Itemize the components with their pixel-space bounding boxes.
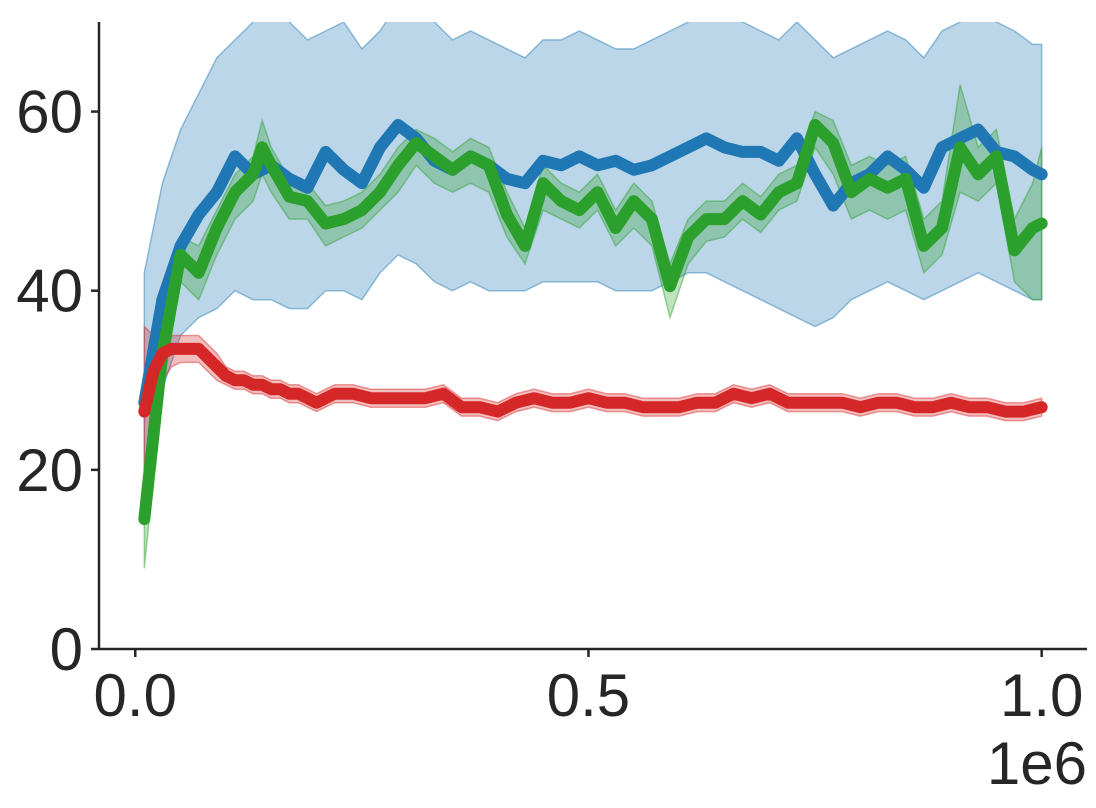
y-tick-label: 20: [16, 437, 83, 504]
green-series-line: [138, 119, 1048, 526]
confidence-bands: [143, 22, 1043, 569]
x-tick-label: 0.5: [547, 662, 630, 729]
blue-series-line: [138, 119, 1048, 409]
x-tick-label: 1.0: [1000, 662, 1083, 729]
blue-series-band: [143, 22, 1043, 524]
ticks: 0 20 40 60 0.0 0.5 1.0: [16, 79, 1083, 729]
red-series-line: [138, 342, 1048, 418]
y-tick-label: 60: [16, 79, 83, 146]
y-tick-label: 40: [16, 258, 83, 325]
x-offset-label: 1e6: [987, 730, 1087, 797]
x-tick-label: 0.0: [94, 662, 177, 729]
axes: [97, 22, 1087, 651]
series-lines: [138, 119, 1048, 526]
y-tick-label: 0: [50, 616, 83, 683]
